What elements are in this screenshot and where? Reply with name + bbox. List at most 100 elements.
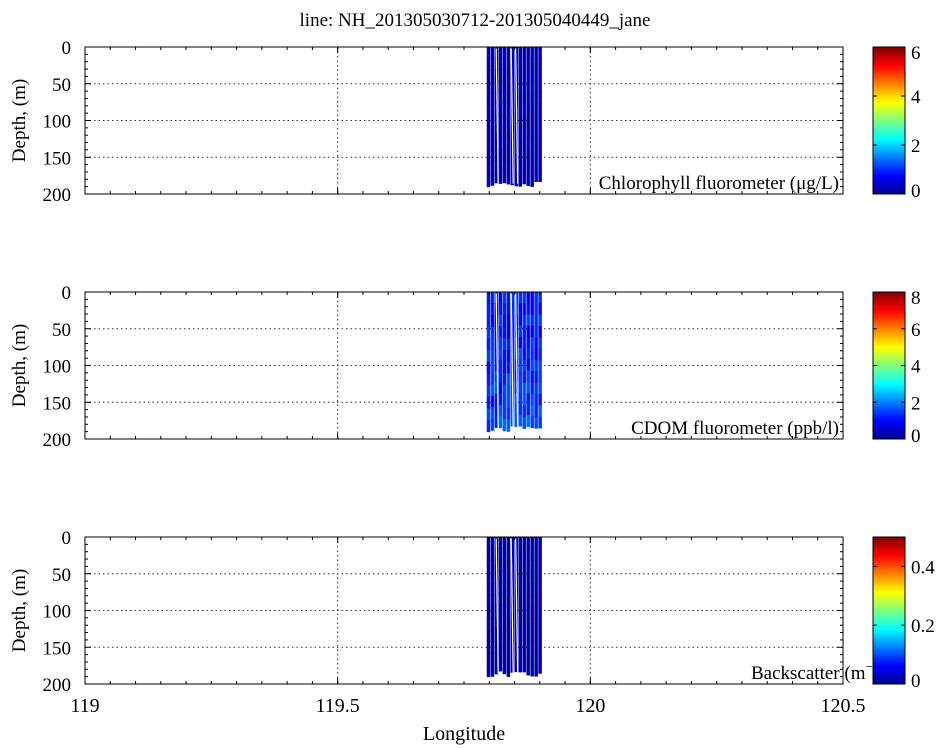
data-cell bbox=[506, 583, 511, 596]
data-cell bbox=[514, 162, 519, 175]
x-axis-label: Longitude bbox=[423, 723, 505, 745]
x-tick-label: 119.5 bbox=[316, 695, 360, 717]
data-cell bbox=[534, 416, 538, 429]
data-cell bbox=[506, 126, 511, 139]
data-cell bbox=[522, 149, 526, 162]
data-cell bbox=[502, 126, 507, 138]
data-cell bbox=[486, 641, 491, 654]
data-cell bbox=[502, 662, 507, 675]
data-cell bbox=[530, 652, 534, 665]
data-cell bbox=[494, 416, 499, 428]
x-tick-label: 120.5 bbox=[821, 695, 866, 717]
y-tick-label: 50 bbox=[52, 75, 71, 96]
y-tick-label: 150 bbox=[43, 393, 72, 414]
colorbar-tick-label: 2 bbox=[911, 136, 921, 157]
data-cell bbox=[534, 664, 538, 677]
data-cell bbox=[538, 639, 542, 652]
data-cell bbox=[514, 381, 519, 394]
data-cell bbox=[510, 537, 515, 549]
data-cell bbox=[534, 652, 538, 666]
data-cell bbox=[494, 651, 499, 663]
y-tick-label: 100 bbox=[43, 112, 72, 133]
data-cell bbox=[534, 337, 538, 350]
y-tick-label: 200 bbox=[43, 430, 72, 451]
data-cell bbox=[486, 163, 491, 176]
data-cell bbox=[510, 548, 515, 561]
data-cell bbox=[498, 69, 503, 82]
data-cell bbox=[530, 371, 534, 383]
data-cell bbox=[486, 606, 491, 619]
data-cell bbox=[518, 347, 522, 360]
data-cell bbox=[530, 348, 534, 361]
data-cell bbox=[506, 104, 511, 116]
data-cell bbox=[538, 348, 542, 361]
data-gap bbox=[515, 293, 519, 429]
data-cell bbox=[490, 349, 495, 362]
data-cell bbox=[538, 91, 542, 104]
data-cell bbox=[498, 47, 503, 59]
data-cell bbox=[506, 69, 511, 82]
data-cell bbox=[486, 571, 491, 585]
data-cell bbox=[498, 81, 503, 93]
data-cell bbox=[518, 593, 522, 605]
data-cell bbox=[526, 594, 530, 607]
data-cell bbox=[498, 160, 503, 173]
data-cell bbox=[490, 560, 495, 573]
data-cell bbox=[522, 604, 526, 617]
data-cell bbox=[510, 559, 515, 572]
data-cell bbox=[534, 292, 538, 304]
data-cell bbox=[530, 359, 534, 372]
data-cell bbox=[522, 537, 526, 549]
data-cell bbox=[498, 405, 503, 417]
data-cell bbox=[506, 664, 511, 677]
data-cell bbox=[518, 116, 522, 129]
data-cell bbox=[490, 104, 495, 117]
data-cell bbox=[518, 392, 522, 405]
data-cell bbox=[522, 115, 526, 128]
data-cell bbox=[530, 58, 534, 71]
data-cell bbox=[486, 583, 491, 596]
data-cell bbox=[506, 653, 511, 666]
data-cell bbox=[526, 651, 530, 664]
data-cell bbox=[534, 69, 538, 82]
data-cell bbox=[502, 361, 507, 374]
data-cell bbox=[498, 637, 503, 650]
y-tick-label: 0 bbox=[62, 38, 72, 59]
data-cell bbox=[518, 537, 522, 549]
data-cell bbox=[506, 595, 511, 608]
data-cell bbox=[506, 92, 511, 105]
colorbar-tick-label: 0.4 bbox=[911, 557, 935, 578]
data-cell bbox=[530, 606, 534, 619]
data-cell bbox=[534, 394, 538, 406]
data-cell bbox=[518, 559, 522, 572]
data-cell bbox=[518, 174, 522, 187]
data-cell bbox=[518, 414, 522, 427]
data-cell bbox=[486, 105, 491, 118]
data-cell bbox=[506, 606, 511, 619]
data-cell bbox=[522, 138, 526, 151]
data-cell bbox=[518, 151, 522, 164]
data-cell bbox=[518, 626, 522, 639]
data-cell bbox=[526, 81, 530, 94]
data-cell bbox=[506, 560, 511, 573]
data-cell bbox=[502, 47, 507, 59]
data-cell bbox=[494, 370, 499, 383]
data-cell bbox=[490, 162, 495, 175]
data-cell bbox=[538, 359, 542, 372]
x-tick-label: 120 bbox=[575, 695, 605, 717]
data-cell bbox=[530, 105, 534, 118]
data-cell bbox=[526, 173, 530, 186]
data-cell bbox=[498, 292, 503, 304]
data-cell bbox=[502, 548, 507, 561]
data-cell bbox=[518, 570, 522, 583]
data-cell bbox=[498, 626, 503, 638]
data-cell bbox=[538, 103, 542, 115]
data-cell bbox=[534, 147, 538, 160]
data-cell bbox=[510, 161, 515, 174]
data-cell bbox=[490, 47, 495, 60]
data-cell bbox=[490, 407, 495, 420]
panel-3: 0 50 100 150 200 Depth, (m) 119 119.5 120 120.5 Ba… bbox=[9, 528, 935, 717]
data-cell bbox=[526, 104, 530, 117]
data-cell bbox=[486, 128, 491, 141]
